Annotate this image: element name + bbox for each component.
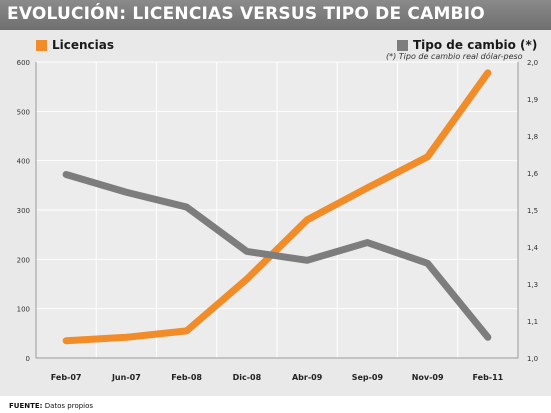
x-tick-label: Jun-07 xyxy=(111,373,141,382)
y-tick-left-label: 100 xyxy=(17,306,30,314)
y-tick-right-label: 1,6 xyxy=(527,170,539,178)
x-tick-label: Feb-11 xyxy=(473,373,504,382)
x-tick-label: Nov-09 xyxy=(412,373,444,382)
x-tick-label: Abr-09 xyxy=(292,373,323,382)
legend-tipo-cambio-label: Tipo de cambio (*) xyxy=(413,38,538,52)
legend-tipo-cambio: Tipo de cambio (*) xyxy=(397,38,537,52)
y-tick-right-label: 1,5 xyxy=(527,207,538,215)
y-tick-left-label: 0 xyxy=(26,355,30,363)
title-bar: EVOLUCIÓN: LICENCIAS VERSUS TIPO DE CAMB… xyxy=(0,0,551,30)
x-tick-label: Feb-07 xyxy=(51,373,82,382)
x-tick-label: Feb-08 xyxy=(171,373,202,382)
y-tick-right-label: 1,0 xyxy=(527,355,538,363)
source-text: Datos propios xyxy=(44,402,94,410)
x-tick-label: Sep-09 xyxy=(352,373,384,382)
source-label: FUENTE: xyxy=(9,402,43,410)
y-tick-right-label: 1,1 xyxy=(527,318,538,326)
x-tick-label: Dic-08 xyxy=(233,373,262,382)
series-tipo-cambio-line xyxy=(62,170,492,341)
legend-licencias: Licencias xyxy=(36,38,114,52)
source-line: FUENTE: Datos propios xyxy=(9,402,93,410)
legend-licencias-label: Licencias xyxy=(52,38,115,52)
y-tick-right-label: 1,8 xyxy=(527,133,538,141)
y-tick-left-label: 300 xyxy=(17,207,30,215)
y-tick-right-label: 1,4 xyxy=(527,244,539,252)
y-tick-right-label: 2,0 xyxy=(527,59,538,67)
legend-tipo-cambio-swatch xyxy=(397,39,408,51)
y-tick-left-label: 600 xyxy=(17,59,30,67)
chart-title: EVOLUCIÓN: LICENCIAS VERSUS TIPO DE CAMB… xyxy=(7,4,485,24)
y-tick-left-label: 400 xyxy=(17,158,30,166)
y-tick-left-label: 200 xyxy=(17,256,30,264)
chart-note: (*) Tipo de cambio real dólar-peso xyxy=(386,52,523,61)
y-tick-left-label: 500 xyxy=(17,108,30,116)
y-tick-right-label: 1,3 xyxy=(527,281,538,289)
legend-licencias-swatch xyxy=(36,39,47,51)
y-tick-right-label: 1,9 xyxy=(527,96,538,104)
series-licencias-line xyxy=(62,69,492,345)
